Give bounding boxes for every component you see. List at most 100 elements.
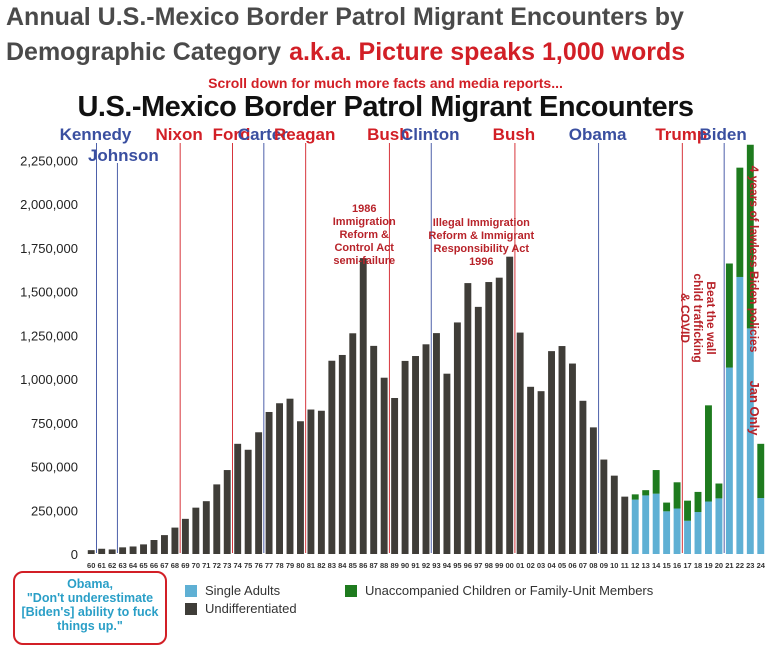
bar-children-family bbox=[736, 167, 744, 277]
callout-line: Obama, bbox=[67, 577, 113, 591]
bar-undifferentiated bbox=[129, 546, 137, 554]
scroll-note: Scroll down for much more facts and medi… bbox=[208, 75, 563, 91]
bar-children-family bbox=[757, 443, 765, 499]
y-tick-label: 1,500,000 bbox=[20, 285, 78, 300]
bar-undifferentiated bbox=[485, 282, 493, 554]
president-label: Biden bbox=[700, 125, 747, 144]
bar-undifferentiated bbox=[443, 373, 451, 554]
x-tick-label: 03 bbox=[537, 561, 545, 570]
bar-undifferentiated bbox=[192, 507, 200, 554]
x-tick-label: 84 bbox=[338, 561, 347, 570]
bar-undifferentiated bbox=[453, 322, 461, 554]
callout-line: things up." bbox=[57, 619, 123, 633]
annotation-text: 1986 bbox=[352, 203, 376, 215]
annotation-text: Immigration bbox=[333, 216, 396, 228]
president-label: Johnson bbox=[88, 146, 159, 165]
president-label: Ford bbox=[213, 125, 251, 144]
x-tick-label: 64 bbox=[129, 561, 138, 570]
bar-undifferentiated bbox=[276, 403, 283, 554]
bar-undifferentiated bbox=[98, 548, 106, 554]
bar-undifferentiated bbox=[255, 432, 263, 554]
header-tagline: a.k.a. Picture speaks 1,000 words bbox=[289, 38, 686, 66]
x-tick-label: 12 bbox=[631, 561, 639, 570]
header-title-category: Demographic Category bbox=[6, 38, 282, 66]
legend-label: Unaccompanied Children or Family-Unit Me… bbox=[365, 583, 654, 598]
bar-undifferentiated bbox=[150, 540, 158, 554]
x-tick-label: 72 bbox=[213, 561, 221, 570]
legend-swatch-single-adults bbox=[185, 584, 197, 597]
president-label: Obama bbox=[569, 125, 627, 144]
x-tick-label: 80 bbox=[296, 561, 304, 570]
x-tick-label: 95 bbox=[453, 561, 461, 570]
y-tick-label: 1,000,000 bbox=[20, 372, 78, 387]
x-tick-label: 81 bbox=[307, 561, 315, 570]
bar-children-family bbox=[725, 263, 733, 368]
x-tick-label: 97 bbox=[474, 561, 482, 570]
bar-undifferentiated bbox=[537, 391, 545, 554]
header-title-line1: Annual U.S.-Mexico Border Patrol Migrant… bbox=[6, 3, 684, 31]
bar-single-adults bbox=[715, 498, 723, 554]
bar-undifferentiated bbox=[297, 421, 304, 554]
annotation-text: 1996 bbox=[469, 256, 493, 268]
president-label: Trump bbox=[655, 125, 707, 144]
bar-undifferentiated bbox=[119, 547, 127, 554]
x-tick-label: 75 bbox=[244, 561, 252, 570]
bar-undifferentiated bbox=[359, 258, 367, 554]
x-tick-label: 70 bbox=[192, 561, 200, 570]
y-tick-label: 750,000 bbox=[31, 416, 78, 431]
x-tick-label: 74 bbox=[234, 561, 243, 570]
x-tick-label: 04 bbox=[547, 561, 556, 570]
legend-item-undifferentiated: Undifferentiated bbox=[185, 601, 297, 616]
x-tick-label: 08 bbox=[589, 561, 597, 570]
bar-undifferentiated bbox=[401, 360, 409, 554]
obama-quote-callout: Obama, "Don't underestimate [Biden's] ab… bbox=[13, 571, 167, 645]
x-tick-label: 11 bbox=[621, 561, 629, 570]
x-tick-label: 69 bbox=[181, 561, 189, 570]
x-tick-label: 90 bbox=[401, 561, 409, 570]
x-tick-label: 76 bbox=[254, 561, 262, 570]
legend-item-single-adults: Single Adults bbox=[185, 583, 280, 598]
x-tick-label: 88 bbox=[380, 561, 388, 570]
x-tick-label: 63 bbox=[118, 561, 126, 570]
bar-undifferentiated bbox=[349, 333, 357, 554]
bar-undifferentiated bbox=[506, 256, 514, 554]
president-label: Bush bbox=[493, 125, 536, 144]
bar-single-adults bbox=[631, 499, 639, 554]
bar-undifferentiated bbox=[527, 386, 535, 554]
bar-undifferentiated bbox=[558, 346, 566, 554]
x-tick-label: 94 bbox=[443, 561, 452, 570]
bar-single-adults bbox=[652, 493, 660, 554]
annotation-text: Control Act bbox=[334, 242, 394, 254]
bar-children-family bbox=[684, 500, 691, 521]
bar-undifferentiated bbox=[108, 549, 116, 554]
bar-undifferentiated bbox=[391, 397, 399, 554]
y-tick-label: 0 bbox=[71, 547, 78, 562]
annotation-text: child trafficking bbox=[691, 273, 705, 362]
bar-children-family bbox=[663, 502, 671, 512]
bar-children-family bbox=[631, 494, 639, 500]
bar-children-family bbox=[705, 405, 712, 502]
annotation-text: & COVID bbox=[678, 293, 692, 343]
bar-undifferentiated bbox=[589, 427, 597, 554]
bar-undifferentiated bbox=[234, 443, 242, 554]
bar-single-adults bbox=[642, 495, 650, 554]
x-tick-label: 13 bbox=[642, 561, 650, 570]
legend-swatch-undifferentiated bbox=[185, 602, 197, 615]
bar-undifferentiated bbox=[422, 344, 430, 554]
bar-undifferentiated bbox=[464, 283, 472, 554]
bar-single-adults bbox=[757, 498, 765, 554]
bar-undifferentiated bbox=[433, 333, 440, 554]
x-tick-label: 66 bbox=[150, 561, 158, 570]
x-tick-label: 22 bbox=[736, 561, 744, 570]
x-tick-label: 09 bbox=[600, 561, 608, 570]
x-tick-label: 06 bbox=[568, 561, 576, 570]
x-tick-label: 77 bbox=[265, 561, 273, 570]
x-tick-label: 23 bbox=[746, 561, 754, 570]
bar-undifferentiated bbox=[516, 332, 524, 554]
x-tick-label: 62 bbox=[108, 561, 116, 570]
annotation-text: semi-failure bbox=[333, 255, 395, 267]
bar-undifferentiated bbox=[87, 550, 95, 554]
y-tick-label: 1,250,000 bbox=[20, 328, 78, 343]
president-label: Clinton bbox=[401, 125, 460, 144]
x-tick-label: 83 bbox=[328, 561, 336, 570]
